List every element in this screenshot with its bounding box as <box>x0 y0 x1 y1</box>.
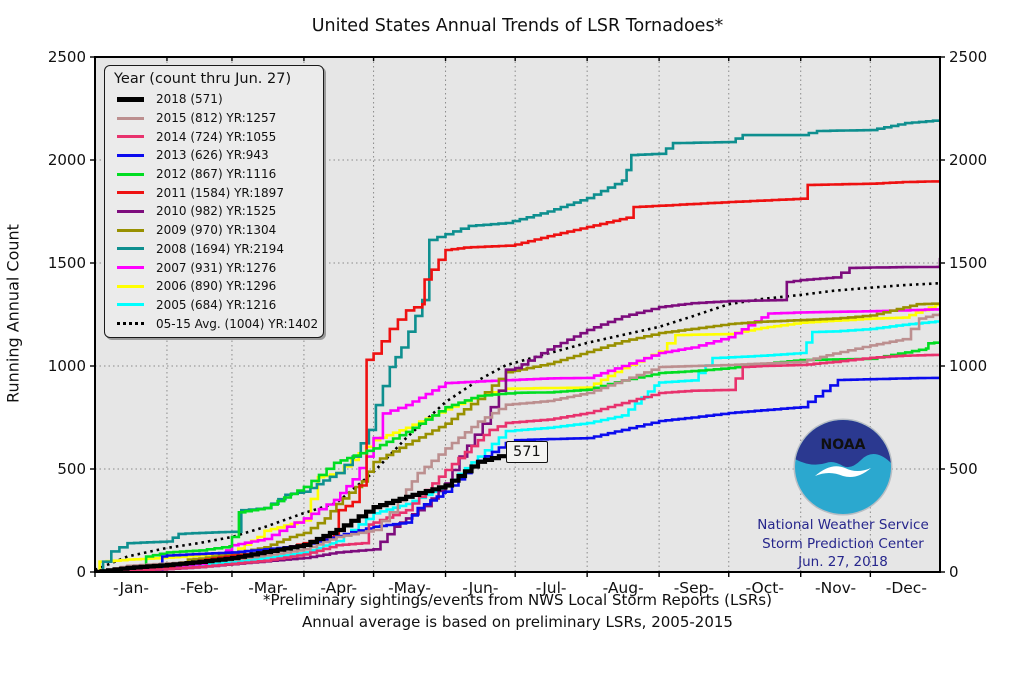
ytick-right: 1500 <box>949 254 987 272</box>
plot-frame <box>94 56 941 573</box>
series-2012 <box>95 341 940 572</box>
ytick-right: 1000 <box>949 357 987 375</box>
xtick-month: -Aug- <box>603 579 644 597</box>
legend-swatch-2009 <box>117 228 144 232</box>
legend-swatch-2012 <box>117 172 144 176</box>
xtick-month: -Dec- <box>886 579 927 597</box>
legend-row-2015: 2015 (812) YR:1257 <box>105 109 323 128</box>
legend-label: 2014 (724) YR:1055 <box>156 129 277 144</box>
ytick-left: 2500 <box>48 48 86 66</box>
legend-label: 2018 (571) <box>156 92 223 107</box>
ytick-left: 0 <box>76 563 86 581</box>
series-2007 <box>95 308 940 572</box>
xtick-month: -Mar- <box>248 579 287 597</box>
legend-row-2011: 2011 (1584) YR:1897 <box>105 183 323 202</box>
noaa-attribution: NOAA National Weather Service Storm Pred… <box>720 418 966 572</box>
xtick-month: -Jul- <box>536 579 567 597</box>
legend-label: 2010 (982) YR:1525 <box>156 204 277 219</box>
noaa-date: Jun. 27, 2018 <box>798 554 888 570</box>
legend-label: 2006 (890) YR:1296 <box>156 279 277 294</box>
legend-row-avg-05-15: 05-15 Avg. (1004) YR:1402 <box>105 314 323 333</box>
legend-swatch-2007 <box>117 266 144 270</box>
legend-swatch-2005 <box>117 303 144 307</box>
ytick-right: 2000 <box>949 151 987 169</box>
xtick-month: -Sep- <box>674 579 714 597</box>
series-2005 <box>95 320 940 572</box>
legend-swatch-2011 <box>117 191 144 195</box>
legend-label: 2013 (626) YR:943 <box>156 148 269 163</box>
legend-row-2007: 2007 (931) YR:1276 <box>105 258 323 277</box>
legend-label: 2007 (931) YR:1276 <box>156 260 277 275</box>
legend-swatch-2008 <box>117 247 144 251</box>
legend-row-2010: 2010 (982) YR:1525 <box>105 202 323 221</box>
xtick-month: -Oct- <box>746 579 784 597</box>
legend-swatch-2014 <box>117 135 144 139</box>
ytick-right: 0 <box>949 563 959 581</box>
series-2014 <box>95 353 940 572</box>
legend-label: 2008 (1694) YR:2194 <box>156 241 284 256</box>
series-2013 <box>95 376 940 572</box>
legend-rows: 2018 (571) 2015 (812) YR:1257 2014 (724) Y… <box>105 90 323 333</box>
xtick-month: -Nov- <box>815 579 856 597</box>
ytick-left: 500 <box>57 460 86 478</box>
legend-swatch-2010 <box>117 209 144 213</box>
legend-row-2012: 2012 (867) YR:1116 <box>105 165 323 184</box>
legend-swatch-2018 <box>117 97 144 102</box>
series-lines <box>95 119 940 572</box>
legend-label: 2009 (970) YR:1304 <box>156 223 277 238</box>
footnote-line-1: *Preliminary sightings/events from NWS L… <box>263 591 772 609</box>
legend-row-2009: 2009 (970) YR:1304 <box>105 221 323 240</box>
footnote-line-2: Annual average is based on preliminary L… <box>302 613 733 631</box>
legend-label: 2005 (684) YR:1216 <box>156 297 277 312</box>
legend-label: 05-15 Avg. (1004) YR:1402 <box>156 316 319 331</box>
ytick-right: 500 <box>949 460 978 478</box>
legend-label: 2012 (867) YR:1116 <box>156 167 277 182</box>
ytick-left: 2000 <box>48 151 86 169</box>
ytick-right: 2500 <box>949 48 987 66</box>
legend-swatch-avg-05-15 <box>117 322 144 326</box>
xtick-month: -Jun- <box>462 579 498 597</box>
legend-label: 2011 (1584) YR:1897 <box>156 185 284 200</box>
legend-box: Year (count thru Jun. 27) 2018 (571) 2015… <box>104 65 324 338</box>
ytick-left: 1500 <box>48 254 86 272</box>
xtick-month: -Jan- <box>113 579 149 597</box>
noaa-logo-icon: NOAA <box>793 418 893 516</box>
ytick-left: 1000 <box>48 357 86 375</box>
xtick-month: -Apr- <box>320 579 357 597</box>
axis-ticks: 0 0 500 500 1000 1000 1500 1500 2000 2000 2500 2500 <box>48 48 987 581</box>
series-avg-05-15 <box>95 281 940 572</box>
legend-row-2008: 2008 (1694) YR:2194 <box>105 240 323 259</box>
noaa-logo-text: NOAA <box>821 437 866 453</box>
series-2008 <box>95 119 940 572</box>
legend-row-2006: 2006 (890) YR:1296 <box>105 277 323 296</box>
legend-label: 2015 (812) YR:1257 <box>156 111 277 126</box>
current-count-annotation: 571 <box>506 441 548 463</box>
legend-swatch-2015 <box>117 116 144 120</box>
legend-swatch-2006 <box>117 284 144 288</box>
legend-title: Year (count thru Jun. 27) <box>114 71 292 87</box>
chart-title: United States Annual Trends of LSR Torna… <box>311 16 724 36</box>
series-2018 <box>95 454 508 572</box>
noaa-line-1: National Weather Service <box>757 517 929 533</box>
legend-row-2013: 2013 (626) YR:943 <box>105 146 323 165</box>
legend-row-2018: 2018 (571) <box>105 90 323 109</box>
xtick-month: -May- <box>388 579 431 597</box>
legend-row-2005: 2005 (684) YR:1216 <box>105 296 323 315</box>
xtick-month: -Feb- <box>180 579 219 597</box>
legend-row-2014: 2014 (724) YR:1055 <box>105 127 323 146</box>
noaa-line-2: Storm Prediction Center <box>762 535 924 552</box>
legend-swatch-2013 <box>117 153 144 157</box>
